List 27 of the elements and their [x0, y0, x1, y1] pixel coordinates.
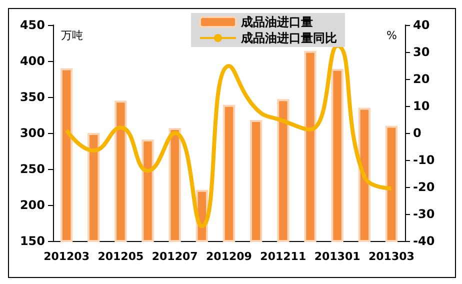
y-tick-label: 350 — [20, 90, 45, 104]
y-tick-label: 400 — [20, 54, 45, 68]
y2-tick-label: 30 — [413, 45, 430, 59]
x-tick-label: 201203 — [44, 250, 90, 263]
legend-label: 成品油进口量 — [240, 15, 313, 29]
x-tick-label: 201211 — [260, 250, 306, 263]
y2-tick-label: 0 — [413, 126, 422, 140]
y2-tick-label: 10 — [413, 99, 430, 113]
y-tick-label: 200 — [20, 198, 45, 212]
legend-label: 成品油进口量同比 — [240, 31, 337, 45]
y2-tick-label: -20 — [413, 180, 435, 194]
y2-tick-label: 20 — [413, 72, 430, 86]
x-tick-label: 201207 — [152, 250, 198, 263]
y-tick-label: 450 — [20, 18, 45, 32]
x-tick-label: 201209 — [206, 250, 252, 263]
x-tick-label: 201205 — [98, 250, 144, 263]
y2-tick-label: -10 — [413, 153, 435, 167]
y2-tick-label: -30 — [413, 207, 435, 221]
y2-tick-label: -40 — [413, 234, 435, 248]
y-tick-label: 250 — [20, 162, 45, 176]
y2-axis-title: % — [386, 29, 397, 42]
y-tick-label: 150 — [20, 234, 45, 248]
y-axis-title: 万吨 — [61, 29, 83, 42]
y-tick-label: 300 — [20, 126, 45, 140]
x-tick-label: 201301 — [314, 250, 360, 263]
x-tick-label: 201303 — [368, 250, 414, 263]
y2-tick-label: 40 — [413, 18, 430, 32]
